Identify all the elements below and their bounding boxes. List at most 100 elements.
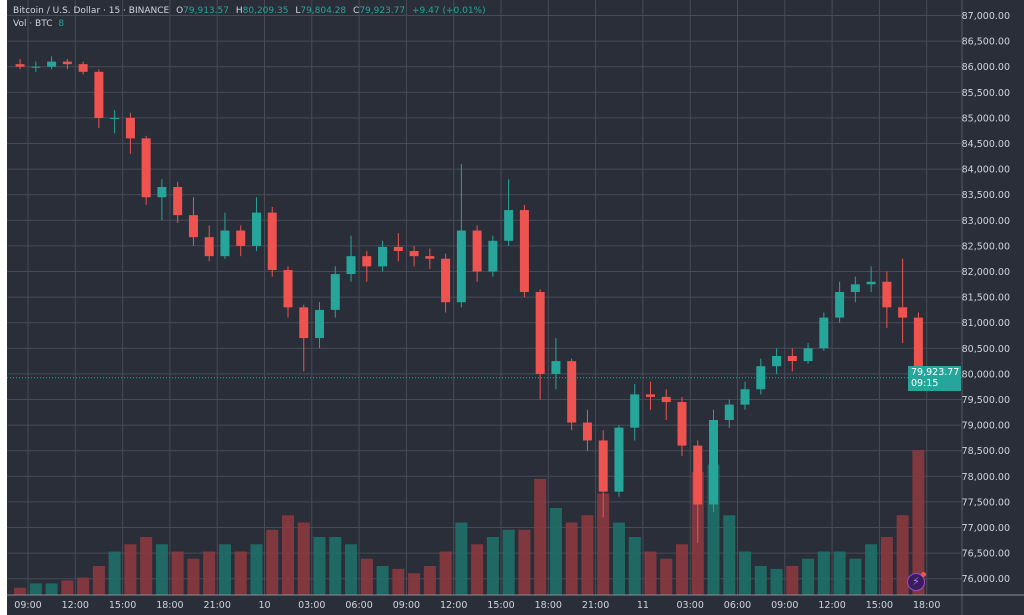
candle: [94, 69, 104, 129]
candle: [110, 110, 120, 134]
symbol-title[interactable]: Bitcoin / U.S. Dollar · 15 · BINANCE: [13, 6, 170, 16]
volume-legend-row: Vol · BTC 8: [13, 18, 486, 31]
candle-body: [835, 291, 845, 318]
candle: [740, 381, 750, 410]
candle: [535, 289, 545, 400]
chart-legend: Bitcoin / U.S. Dollar · 15 · BINANCE O79…: [13, 5, 486, 31]
time-axis[interactable]: 09:00 12:00 15:00 18:00 21:00 10 03:00 06:00 09:…: [7, 594, 1024, 611]
candle: [519, 204, 529, 298]
candle: [582, 409, 592, 451]
candle-body: [803, 348, 813, 362]
volume-bar: [360, 558, 373, 595]
candle: [661, 389, 671, 420]
candle-body: [519, 210, 529, 292]
price-tick-label: 83,500.00: [962, 190, 1010, 201]
candle: [409, 245, 419, 267]
lightning-icon[interactable]: ⚡: [907, 572, 926, 591]
price-tick-label: 80,000.00: [962, 369, 1010, 380]
candle: [15, 59, 25, 70]
candle-body: [882, 281, 892, 308]
candle-body: [141, 138, 151, 198]
low-label: L: [295, 6, 301, 16]
candle: [220, 212, 230, 259]
price-tick-label: 76,500.00: [962, 549, 1010, 560]
candle: [251, 197, 261, 252]
candles: [15, 56, 923, 543]
time-tick-label: 18:00: [913, 600, 940, 611]
volume-bar: [644, 551, 657, 595]
candle-body: [425, 256, 435, 259]
volume-bar: [896, 515, 909, 595]
close-label: C: [353, 6, 360, 16]
time-tick-label: 09:00: [14, 600, 41, 611]
candle: [645, 381, 655, 410]
price-tick-label: 79,000.00: [962, 421, 1010, 432]
candle-body: [772, 355, 782, 367]
time-tick-label: 12:00: [440, 600, 467, 611]
candle-body: [693, 445, 703, 505]
volume-bar: [597, 493, 610, 595]
candle-body: [819, 317, 829, 349]
candle: [772, 348, 782, 374]
time-tick-label: 15:00: [866, 600, 893, 611]
high-label: H: [235, 6, 243, 16]
grid: [7, 0, 962, 595]
candle-body: [504, 210, 514, 241]
candle: [866, 266, 876, 292]
candle: [472, 225, 482, 282]
candle: [141, 135, 151, 205]
candle-body: [299, 307, 309, 339]
candle-body: [913, 317, 923, 378]
time-tick-label: 09:00: [393, 600, 420, 611]
candle-body: [78, 64, 88, 72]
candle: [299, 304, 309, 372]
price-tick-label: 82,000.00: [962, 267, 1010, 278]
price-tick-label: 86,500.00: [962, 37, 1010, 48]
candle: [157, 179, 167, 221]
candle: [882, 271, 892, 328]
ohlc-legend-row: Bitcoin / U.S. Dollar · 15 · BINANCE O79…: [13, 5, 486, 18]
volume-bars: [14, 450, 925, 595]
candle: [204, 225, 214, 262]
candle: [346, 235, 356, 282]
volume-bar: [234, 551, 247, 595]
volume-bar: [297, 522, 310, 595]
volume-bar: [171, 551, 184, 595]
candle-body: [488, 240, 498, 272]
candle: [819, 312, 829, 351]
volume-bar: [345, 544, 358, 595]
candle-body: [567, 361, 577, 423]
candle-body: [866, 281, 876, 285]
candle-body: [393, 246, 403, 252]
candle-body: [598, 440, 608, 492]
candle-body: [157, 187, 167, 198]
volume-label[interactable]: Vol · BTC: [13, 19, 53, 29]
volume-bar: [29, 583, 42, 595]
volume-bar: [786, 566, 799, 595]
volume-bar: [502, 529, 515, 595]
candle: [267, 206, 277, 277]
volume-bar: [880, 537, 893, 595]
candle: [709, 409, 719, 513]
candle-body: [188, 215, 198, 238]
candle: [425, 248, 435, 269]
candle: [236, 225, 246, 257]
candle: [78, 61, 88, 75]
time-tick-label: 18:00: [156, 600, 183, 611]
volume-bar: [865, 544, 878, 595]
volume-bar: [423, 566, 436, 595]
last-price-value: 79,923.77: [911, 367, 960, 378]
candle: [898, 258, 908, 344]
candle-body: [125, 117, 135, 139]
time-tick-label: 15:00: [109, 600, 136, 611]
volume-bar: [849, 558, 862, 595]
price-axis[interactable]: 87,000.00 86,500.00 86,000.00 85,500.00 85,0…: [961, 0, 1010, 615]
volume-bar: [376, 566, 389, 595]
volume-bar: [218, 544, 231, 595]
volume-bar: [581, 515, 594, 595]
price-tick-label: 84,500.00: [962, 139, 1010, 150]
close-value: 79,923.77: [359, 6, 406, 16]
candle-body: [236, 230, 246, 246]
candle: [724, 399, 734, 428]
